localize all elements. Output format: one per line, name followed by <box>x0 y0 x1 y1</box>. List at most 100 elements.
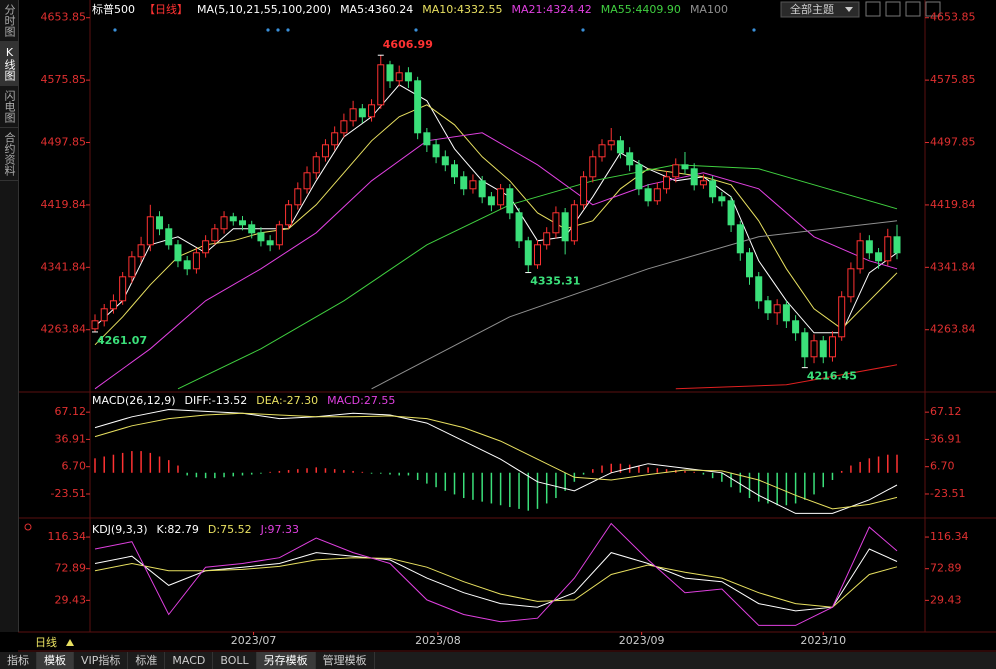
legend-label: D:75.52 <box>208 523 252 536</box>
indicator-line <box>371 220 898 390</box>
toolbar-tab[interactable]: 标准 <box>128 652 166 669</box>
y-tick-label: 4653.85 <box>930 11 976 24</box>
side-tab[interactable]: 闪电图 <box>0 86 18 128</box>
toolbar-tab[interactable]: 指标 <box>0 652 37 669</box>
event-marker <box>276 28 280 32</box>
candle-body <box>699 180 707 186</box>
legend-label: MA100 <box>690 3 728 16</box>
toolbar-tab[interactable]: 模板 <box>37 652 74 669</box>
candle-body <box>653 188 661 202</box>
legend-label: MA10:4332.55 <box>422 3 502 16</box>
candle-body <box>294 188 302 206</box>
period-selector[interactable]: 日线 <box>35 635 57 649</box>
candle-body <box>828 336 836 358</box>
candle-body <box>128 256 136 278</box>
candle-body <box>312 156 320 174</box>
y-tick-label: 6.70 <box>930 460 955 473</box>
candle-body <box>580 176 588 206</box>
toolbar-tab[interactable]: MACD <box>165 652 214 669</box>
candle-body <box>865 240 873 254</box>
side-tab[interactable]: K线图 <box>0 42 18 86</box>
candle-body <box>727 200 735 226</box>
candle-body <box>856 240 864 270</box>
side-tab[interactable]: 分时图 <box>0 0 18 42</box>
y-tick-label: 4575.85 <box>930 73 976 86</box>
candle-body <box>156 216 164 230</box>
candle-body <box>266 240 274 246</box>
candle-body <box>589 156 597 178</box>
icon-button[interactable] <box>925 1 941 17</box>
icon-button[interactable] <box>885 1 901 17</box>
candle-body <box>524 240 532 266</box>
indicator-line <box>675 364 898 390</box>
icon-button[interactable] <box>865 1 881 17</box>
y-tick-label: 72.89 <box>930 562 962 575</box>
y-tick-label: -23.51 <box>51 487 86 500</box>
candle-body <box>533 244 541 266</box>
candle-body <box>220 216 228 230</box>
candle-body <box>644 188 652 202</box>
candle-body <box>893 236 901 254</box>
candle-body <box>441 156 449 166</box>
candle-body <box>746 252 754 278</box>
toolbar-tab[interactable]: VIP指标 <box>74 652 129 669</box>
candle-body <box>303 172 311 190</box>
icon-button[interactable] <box>905 1 921 17</box>
candle-body <box>598 144 606 158</box>
candle-body <box>368 104 376 118</box>
event-marker <box>581 28 585 32</box>
x-tick-label: 2023/09 <box>619 634 665 647</box>
y-tick-label: 116.34 <box>930 530 969 543</box>
indicator-line <box>177 164 898 390</box>
candle-body <box>681 164 689 170</box>
price-annotation: 4261.07 <box>97 334 147 347</box>
theme-button[interactable] <box>780 1 860 18</box>
bottom-toolbar: 指标 模板 VIP指标 标准 MACD BOLL 另存模板 管理模板 <box>0 652 996 669</box>
y-tick-label: 36.91 <box>930 432 962 445</box>
candle-body <box>478 180 486 198</box>
candle-body <box>792 320 800 334</box>
x-tick-label: 2023/07 <box>231 634 277 647</box>
y-tick-label: 4575.85 <box>41 73 87 86</box>
candle-body <box>109 300 117 310</box>
y-tick-label: 4419.84 <box>41 198 87 211</box>
kdj-settings-icon[interactable] <box>24 523 32 531</box>
candle-body <box>202 240 210 254</box>
y-tick-label: 29.43 <box>55 593 87 606</box>
candle-body <box>377 64 385 106</box>
candle-body <box>165 228 173 246</box>
candle-body <box>635 164 643 190</box>
period-arrow[interactable] <box>66 639 74 646</box>
candle-body <box>626 152 634 166</box>
toolbar-tab[interactable]: 另存模板 <box>256 652 316 669</box>
candle-body <box>497 188 505 206</box>
legend-label: KDJ(9,3,3) <box>92 523 148 536</box>
candle-body <box>515 212 523 242</box>
candle-body <box>349 108 357 122</box>
indicator-line <box>94 522 898 626</box>
candle-body <box>552 212 560 234</box>
candle-body <box>616 140 624 154</box>
candle-body <box>137 244 145 258</box>
candle-body <box>884 236 892 262</box>
event-marker <box>113 28 117 32</box>
toolbar-tab[interactable]: 管理模板 <box>316 652 375 669</box>
candle-body <box>321 144 329 158</box>
legend-label: MA5:4360.24 <box>340 3 413 16</box>
y-tick-label: 4653.85 <box>41 11 87 24</box>
candle-body <box>801 332 809 358</box>
toolbar-tab[interactable]: BOLL <box>213 652 257 669</box>
candle-body <box>755 276 763 302</box>
side-tab[interactable]: 合约资料 <box>0 128 18 181</box>
x-tick-label: 2023/10 <box>800 634 846 647</box>
candle-body <box>183 260 191 270</box>
y-tick-label: 72.89 <box>55 562 87 575</box>
event-marker <box>752 28 756 32</box>
dropdown-arrow[interactable] <box>845 7 853 12</box>
candle-body <box>211 228 219 242</box>
legend-label: DIFF:-13.52 <box>185 394 248 407</box>
theme-button-label[interactable]: 全部主题 <box>790 2 834 16</box>
candle-body <box>672 164 680 178</box>
candle-body <box>451 164 459 178</box>
